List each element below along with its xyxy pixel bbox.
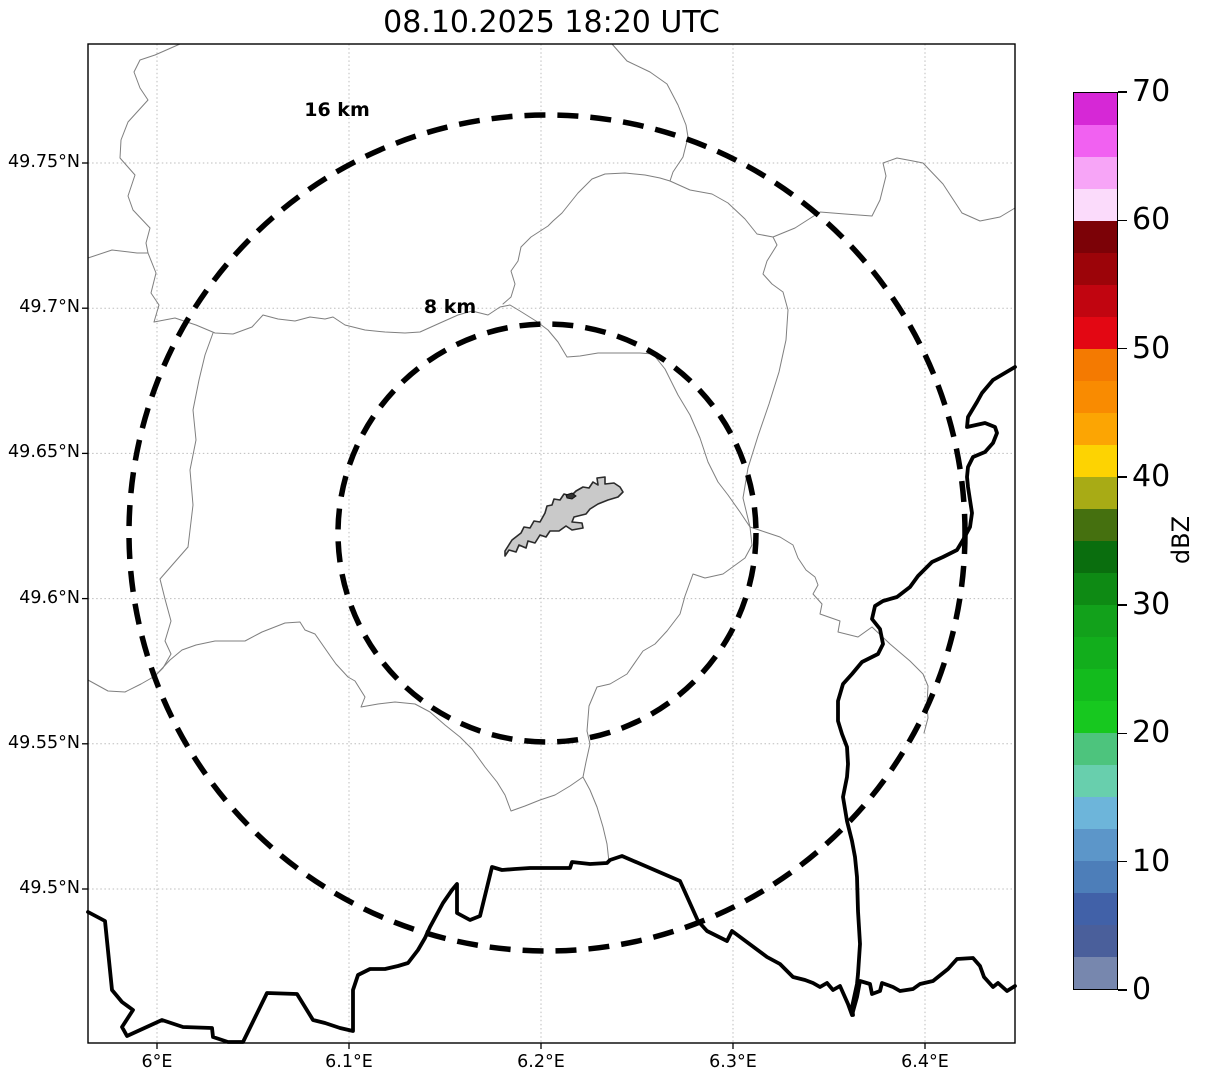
colorbar-segment (1074, 733, 1117, 765)
admin-boundary-line (611, 43, 689, 182)
x-tick-label: 6.2°E (517, 1052, 565, 1072)
colorbar-segment (1074, 125, 1117, 157)
colorbar-segment (1074, 93, 1117, 125)
colorbar-tick (1118, 732, 1127, 735)
colorbar-segment (1074, 317, 1117, 349)
admin-boundary-line (87, 675, 156, 693)
y-tick-label: 49.75°N (8, 152, 80, 172)
colorbar-tick (1118, 347, 1127, 350)
colorbar-tick-label: 0 (1132, 972, 1152, 1007)
colorbar-segment (1074, 189, 1117, 221)
colorbar-tick (1118, 219, 1127, 221)
colorbar-segment (1074, 381, 1117, 413)
admin-boundary-line (119, 43, 181, 254)
colorbar (1073, 92, 1118, 990)
admin-boundary-line (502, 172, 671, 305)
colorbar-tick-label: 70 (1132, 74, 1171, 109)
colorbar-segment (1074, 797, 1117, 829)
colorbar-segment (1074, 413, 1117, 445)
colorbar-tick (1118, 476, 1127, 478)
colorbar-segment (1074, 829, 1117, 861)
colorbar-segment (1074, 221, 1117, 253)
colorbar-segment (1074, 157, 1117, 189)
colorbar-segment (1074, 253, 1117, 285)
colorbar-segment (1074, 957, 1117, 989)
admin-boundary-line (582, 526, 753, 863)
colorbar-segment (1074, 349, 1117, 381)
colorbar-tick-label: 40 (1132, 458, 1171, 494)
colorbar-segment (1074, 477, 1117, 509)
admin-boundary-line (187, 332, 214, 548)
radar-site-marker (565, 492, 577, 500)
colorbar-segment (1074, 893, 1117, 925)
x-tick-label: 6.3°E (709, 1052, 757, 1072)
admin-boundary-line (87, 249, 149, 259)
colorbar-tick-label: 20 (1132, 715, 1171, 751)
colorbar-tick-label: 10 (1132, 843, 1171, 879)
y-tick-label: 49.5°N (19, 878, 80, 898)
colorbar-segment (1074, 509, 1117, 541)
colorbar-tick (1118, 604, 1127, 606)
colorbar-segment (1074, 925, 1117, 957)
colorbar-tick (1118, 861, 1127, 863)
y-tick-label: 49.55°N (8, 732, 80, 753)
colorbar-segment (1074, 605, 1117, 637)
colorbar-segment (1074, 541, 1117, 573)
y-tick-label: 49.7°N (19, 297, 80, 318)
y-tick-label: 49.6°N (19, 587, 80, 608)
admin-boundary-line (154, 546, 189, 677)
colorbar-unit-label: dBZ (1167, 515, 1195, 565)
admin-boundary-line (749, 526, 929, 734)
plot-frame (87, 43, 1016, 1044)
admin-boundary-line (154, 621, 584, 812)
radar-map (82, 43, 1017, 1049)
plot-title: 08.10.2025 18:20 UTC (383, 5, 720, 40)
admin-boundary-line (669, 180, 774, 238)
country-border-line (836, 365, 1017, 1017)
country-border-line (86, 854, 1017, 1044)
colorbar-tick-label: 60 (1132, 202, 1171, 238)
admin-boundary-line (772, 157, 1016, 238)
admin-boundary-line (153, 304, 751, 528)
colorbar-segment (1074, 701, 1117, 733)
colorbar-segment (1074, 637, 1117, 669)
colorbar-segment (1074, 765, 1117, 797)
colorbar-segment (1074, 573, 1117, 605)
admin-boundary-line (742, 236, 789, 528)
x-tick-label: 6°E (141, 1052, 173, 1072)
x-tick-label: 6.4°E (901, 1052, 949, 1072)
range-ring-16km (126, 112, 968, 954)
range-ring-label-16km: 16 km (304, 99, 370, 121)
admin-boundary-line (147, 252, 160, 323)
colorbar-tick-label: 30 (1132, 587, 1171, 623)
colorbar-segment (1074, 861, 1117, 893)
colorbar-tick (1118, 91, 1127, 93)
colorbar-segment (1074, 669, 1117, 701)
colorbar-tick-label: 50 (1132, 330, 1171, 366)
x-tick-label: 6.1°E (325, 1052, 373, 1072)
y-tick-label: 49.65°N (8, 442, 80, 463)
colorbar-tick (1118, 989, 1127, 991)
range-ring-8km (335, 321, 759, 745)
range-ring-label-8km: 8 km (423, 296, 477, 318)
colorbar-segment (1074, 285, 1117, 317)
urban-area (504, 476, 624, 557)
colorbar-segment (1074, 445, 1117, 477)
